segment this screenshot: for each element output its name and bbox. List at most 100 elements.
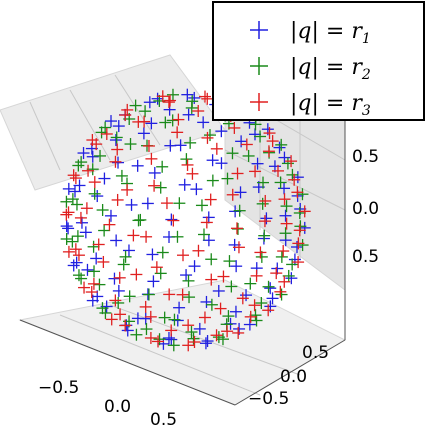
scatter-point (195, 199, 208, 212)
scatter-point (251, 157, 264, 170)
scatter-point (156, 90, 169, 103)
scatter-point (154, 181, 167, 194)
scatter-point (100, 127, 113, 140)
scatter-point (82, 164, 95, 177)
scatter-point (242, 149, 255, 162)
scatter-point (72, 249, 85, 262)
scatter-point (60, 232, 73, 245)
scatter-point (139, 105, 152, 118)
scatter-point (111, 143, 124, 156)
scatter-point (159, 116, 172, 129)
scatter-point (67, 169, 80, 182)
axis-lines (19, 120, 346, 406)
scatter-marks (60, 88, 311, 352)
scatter-point (296, 188, 309, 201)
scatter-point (249, 165, 262, 178)
scatter-point (62, 182, 75, 195)
scatter-point (93, 278, 106, 291)
scatter-point (266, 135, 279, 148)
legend-entry: |q| = r3 (250, 91, 371, 119)
scatter-point (185, 326, 198, 339)
scatter-point (86, 294, 99, 307)
scatter-point (105, 115, 118, 128)
scatter-point (109, 294, 122, 307)
scatter-point (132, 214, 145, 227)
scatter-point (222, 310, 235, 323)
scatter-point (288, 253, 301, 266)
scatter-point (210, 142, 223, 155)
scatter-point (285, 272, 298, 285)
scatter-point (70, 256, 83, 269)
scatter-point (262, 280, 275, 293)
scatter-point (171, 230, 184, 243)
z-tick-labels: 0.5 0.0 0.5 (352, 147, 379, 267)
scatter-point (273, 141, 286, 154)
scatter-point (215, 157, 228, 170)
scatter-point (235, 135, 248, 148)
scatter-point (164, 139, 177, 152)
scatter-point (217, 270, 230, 283)
scatter-point (86, 163, 99, 176)
scatter-point (188, 260, 201, 273)
scatter-point (286, 168, 299, 181)
scatter-point (87, 240, 100, 253)
scatter-point (164, 94, 177, 107)
scatter-point (130, 268, 143, 281)
scatter-point (193, 322, 206, 335)
scatter-point (70, 198, 83, 211)
scatter-point (174, 139, 187, 152)
scatter-point (274, 176, 287, 189)
scatter-point (270, 267, 283, 280)
scatter-point (94, 149, 107, 162)
scatter-point (74, 211, 87, 224)
scatter-point (91, 190, 104, 203)
scatter-point (165, 324, 178, 337)
scatter-point (143, 96, 156, 109)
legend-label: |q| = r3 (290, 91, 371, 119)
scatter-point (78, 281, 91, 294)
scatter-point (171, 126, 184, 139)
scatter-point (86, 150, 99, 163)
scatter-point (162, 96, 175, 109)
scatter-point (145, 117, 158, 130)
scatter-point (231, 167, 244, 180)
scatter-point (201, 131, 214, 144)
scatter-point (278, 193, 291, 206)
scatter-point (152, 335, 165, 348)
scatter-point (225, 280, 238, 293)
scatter-point (167, 339, 180, 352)
y-tick-label: 0.0 (280, 367, 307, 387)
scatter-point (137, 127, 150, 140)
scatter-point (230, 260, 243, 273)
scatter-point (139, 300, 152, 313)
scatter-point (230, 222, 243, 235)
scatter-point (131, 312, 144, 325)
scatter-point (148, 179, 161, 192)
scatter-point (293, 206, 306, 219)
scatter-point (111, 193, 124, 206)
scatter-point (122, 244, 135, 257)
scatter-point (201, 92, 214, 105)
scatter-point (275, 288, 288, 301)
scatter-point (250, 269, 263, 282)
scatter-point (130, 328, 143, 341)
x-tick-label: −0.5 (38, 378, 79, 398)
scatter-point (200, 295, 213, 308)
z-tick-label: 0.5 (352, 247, 379, 267)
legend-entry: |q| = r2 (250, 55, 371, 83)
scatter-point (257, 176, 270, 189)
scatter-point (67, 259, 80, 272)
scatter-point (156, 160, 169, 173)
scatter-point (278, 275, 291, 288)
legend-marker (250, 21, 268, 39)
scatter-point (96, 302, 109, 315)
scatter-point (288, 173, 301, 186)
scatter-point (192, 244, 205, 257)
scatter-point (291, 186, 304, 199)
scatter-point (274, 285, 287, 298)
scatter-point (90, 138, 103, 151)
scatter-point (223, 255, 236, 268)
scatter-point (258, 229, 271, 242)
scatter-point (127, 229, 140, 242)
